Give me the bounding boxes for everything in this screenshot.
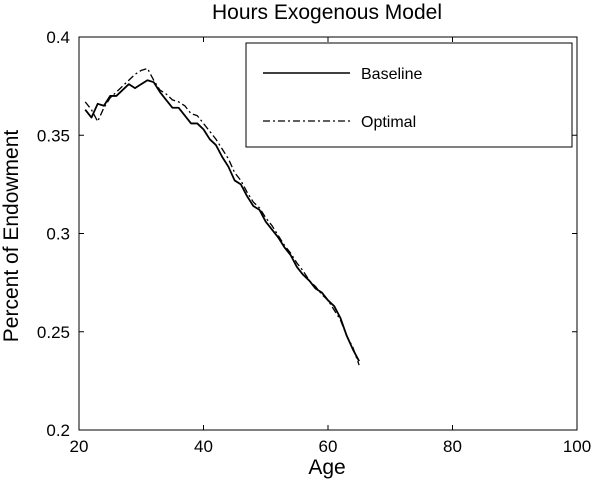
y-tick-label: 0.4	[46, 28, 70, 47]
x-tick-label: 100	[563, 437, 591, 456]
x-tick-label: 80	[443, 437, 462, 456]
legend-label-optimal: Optimal	[361, 114, 416, 131]
chart-title: Hours Exogenous Model	[212, 1, 442, 24]
axis-ticks: 20 40 60 80 100 0.2 0.25 0.3 0.35 0.4	[37, 28, 591, 456]
y-tick-label: 0.3	[46, 225, 70, 244]
legend: Baseline Optimal	[245, 42, 573, 148]
series-lines	[84, 67, 360, 366]
y-tick-label: 0.35	[37, 126, 70, 145]
series-line-baseline	[84, 79, 360, 362]
x-axis-label: Age	[308, 456, 345, 479]
y-tick-label: 0.2	[46, 421, 70, 440]
series-line-optimal	[84, 67, 360, 366]
x-tick-label: 60	[319, 437, 338, 456]
legend-label-baseline: Baseline	[361, 66, 422, 83]
x-tick-label: 20	[70, 437, 89, 456]
x-tick-label: 40	[194, 437, 213, 456]
y-axis-label: Percent of Endowment	[0, 130, 23, 343]
y-tick-label: 0.25	[37, 323, 70, 342]
legend-box	[245, 42, 573, 148]
